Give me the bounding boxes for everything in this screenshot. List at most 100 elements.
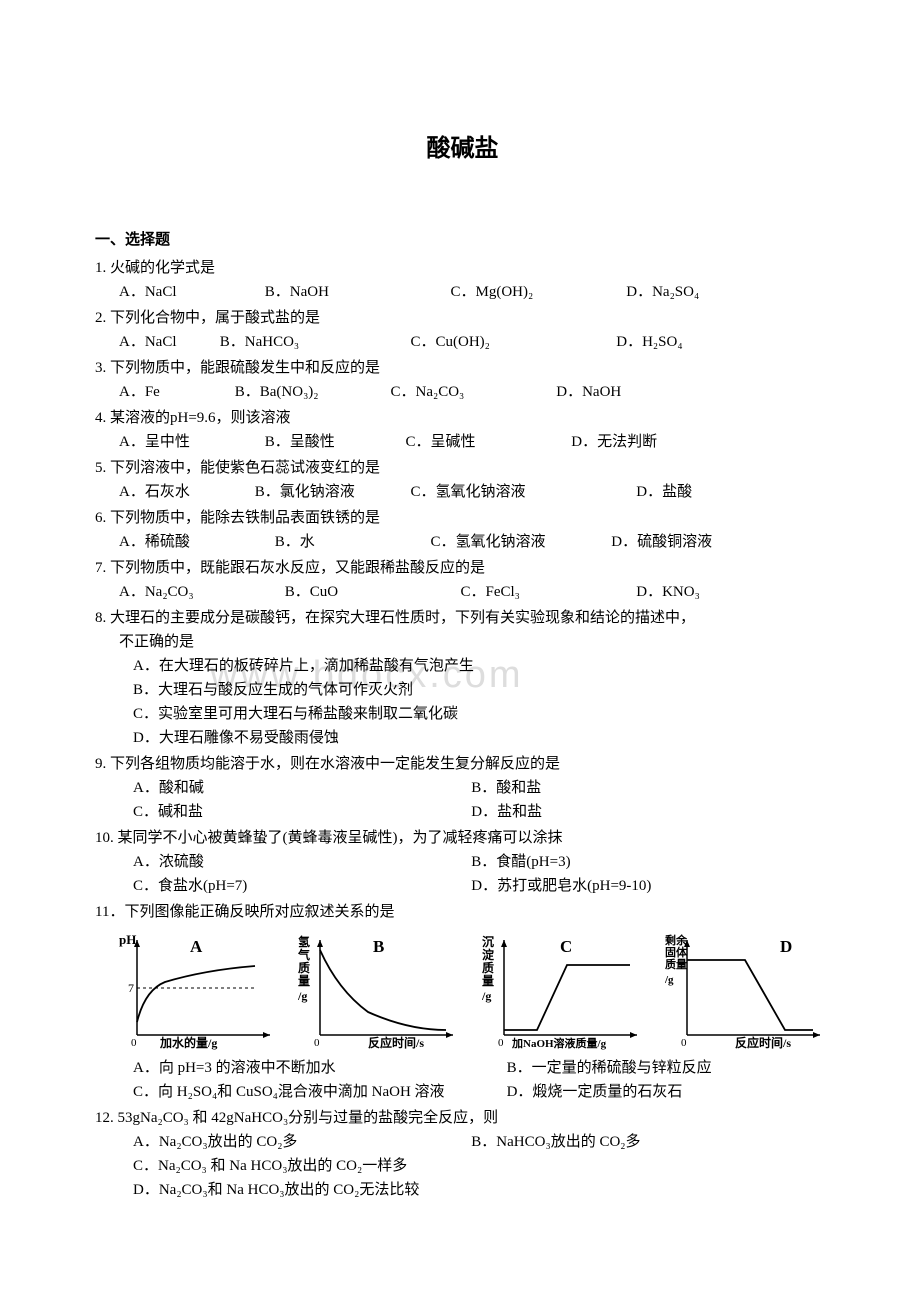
svg-text:氢: 氢 [298,934,310,949]
question-12: 12. 53gNa₂CO₃ 和 42gNaHCO₃分别与过量的盐酸完全反应，则 … [95,1106,830,1202]
options: A．NaCl B．NaHCO₃ C．Cu(OH)₂ D．H₂SO₄ [95,330,830,354]
option-c: C．食盐水(pH=7) [133,874,468,898]
chart-label: B [373,937,384,956]
question-text: 11．下列图像能正确反映所对应叙述关系的是 [95,900,830,924]
options: A．稀硫酸 B．水 C．氢氧化钠溶液 D．硫酸铜溶液 [95,530,830,554]
chart-b: 氢 气 质 量 /g B 0 反应时间/s [298,930,463,1050]
y-axis-label: pH [119,932,136,947]
origin: 0 [131,1037,137,1049]
question-text: 1. 火碱的化学式是 [95,256,830,280]
chart-label: C [560,937,572,956]
x-axis-label: 反应时间/s [735,1035,791,1050]
option-c: C．Mg(OH)₂ [451,280,611,304]
question-text: 7. 下列物质中，既能跟石灰水反应，又能跟稀盐酸反应的是 [95,556,830,580]
option-a: A．石灰水 [119,480,239,504]
option-a: A．Fe [119,380,219,404]
section-heading: 一、选择题 [95,228,830,252]
x-axis-label: 反应时间/s [368,1035,424,1050]
options: A．石灰水 B．氯化钠溶液 C．氢氧化钠溶液 D．盐酸 [95,480,830,504]
option-b: B．Ba(NO₃)₂ [235,380,375,404]
question-10: 10. 某同学不小心被黄蜂蛰了(黄蜂毒液呈碱性)，为了减轻疼痛可以涂抹 A．浓硫… [95,826,830,898]
question-text: 2. 下列化合物中，属于酸式盐的是 [95,306,830,330]
option-c: C．Cu(OH)₂ [411,330,601,354]
svg-text:气: 气 [298,947,310,962]
option-b: B．氯化钠溶液 [255,480,395,504]
question-3: 3. 下列物质中，能跟硫酸发生中和反应的是 A．Fe B．Ba(NO₃)₂ C．… [95,356,830,404]
option-b: B．水 [275,530,415,554]
question-1: 1. 火碱的化学式是 A．NaCl B．NaOH C．Mg(OH)₂ D．Na₂… [95,256,830,304]
curve [687,960,813,1030]
question-text: 3. 下列物质中，能跟硫酸发生中和反应的是 [95,356,830,380]
option-d: D．Na₂SO₄ [626,280,699,304]
svg-text:质: 质 [482,960,494,975]
svg-text:量: 量 [482,974,494,988]
option-d: D．盐酸 [636,480,692,504]
option-a: A．Na₂CO₃放出的 CO₂多 [133,1130,468,1154]
x-axis-label: 加NaOH溶液质量/g [511,1036,607,1050]
option-b: B．NaHCO₃ [220,330,395,354]
chart-c: 沉 淀 质 量 /g C 0 加NaOH溶液质量/g [482,930,647,1050]
option-b: B．NaHCO₃放出的 CO₂多 [471,1130,806,1154]
svg-text:固体: 固体 [665,945,688,959]
option-b: B．大理石与酸反应生成的气体可作灭火剂 [95,678,830,702]
question-text: 10. 某同学不小心被黄蜂蛰了(黄蜂毒液呈碱性)，为了减轻疼痛可以涂抹 [95,826,830,850]
option-d: D．Na₂CO₃和 Na HCO₃放出的 CO₂无法比较 [95,1178,830,1202]
question-text: 4. 某溶液的pH=9.6，则该溶液 [95,406,830,430]
x-axis-label: 加水的量/g [159,1035,217,1050]
option-a: A．Na₂CO₃ [119,580,269,604]
curve [137,966,255,1022]
option-d: D．硫酸铜溶液 [611,530,712,554]
chart-d: 剩余 固体 质量 /g D 0 反应时间/s [665,930,830,1050]
question-2: 2. 下列化合物中，属于酸式盐的是 A．NaCl B．NaHCO₃ C．Cu(O… [95,306,830,354]
question-8: 8. 大理石的主要成分是碳酸钙，在探究大理石性质时，下列有关实验现象和结论的描述… [95,606,830,750]
chart-label: A [190,937,203,956]
options: A．NaCl B．NaOH C．Mg(OH)₂ D．Na₂SO₄ [95,280,830,304]
option-d: D．大理石雕像不易受酸雨侵蚀 [95,726,830,750]
option-a: A．呈中性 [119,430,249,454]
question-4: 4. 某溶液的pH=9.6，则该溶液 A．呈中性 B．呈酸性 C．呈碱性 D．无… [95,406,830,454]
svg-text:/g: /g [298,989,307,1003]
svg-text:淀: 淀 [482,947,495,962]
question-7: 7. 下列物质中，既能跟石灰水反应，又能跟稀盐酸反应的是 A．Na₂CO₃ B．… [95,556,830,604]
curve [504,965,630,1030]
option-c: C．向 H₂SO₄和 CuSO₄混合液中滴加 NaOH 溶液 [95,1080,507,1104]
options: A．浓硫酸 B．食醋(pH=3) [95,850,830,874]
option-b: B．酸和盐 [471,776,806,800]
option-b: B．NaOH [265,280,435,304]
option-a: A．在大理石的板砖碎片上，滴加稀盐酸有气泡产生 [95,654,830,678]
question-text: 8. 大理石的主要成分是碳酸钙，在探究大理石性质时，下列有关实验现象和结论的描述… [95,606,830,630]
chart-label: D [780,937,792,956]
option-d: D．苏打或肥皂水(pH=9-10) [471,874,806,898]
svg-text:质: 质 [298,960,310,975]
chart-a: pH 7 A 0 加水的量/g [115,930,280,1050]
svg-text:0: 0 [681,1037,687,1049]
option-c: C．氢氧化钠溶液 [411,480,621,504]
svg-text:/g: /g [665,974,674,986]
option-c: C．碱和盐 [133,800,468,824]
option-b: B．CuO [285,580,445,604]
document-content: 酸碱盐 一、选择题 1. 火碱的化学式是 A．NaCl B．NaOH C．Mg(… [95,130,830,1202]
option-c: C．Na₂CO₃ 和 Na HCO₃放出的 CO₂一样多 [95,1154,830,1178]
option-b: B．呈酸性 [265,430,390,454]
option-a: A．向 pH=3 的溶液中不断加水 [95,1056,507,1080]
question-5: 5. 下列溶液中，能使紫色石蕊试液变红的是 A．石灰水 B．氯化钠溶液 C．氢氧… [95,456,830,504]
option-c: C．Na₂CO₃ [391,380,541,404]
option-b: B．一定量的稀硫酸与锌粒反应 [507,1056,712,1080]
option-d: D．H₂SO₄ [616,330,682,354]
question-11: 11．下列图像能正确反映所对应叙述关系的是 pH 7 A 0 加水的量/g [95,900,830,1104]
options: A．向 pH=3 的溶液中不断加水 B．一定量的稀硫酸与锌粒反应 C．向 H₂S… [95,1056,830,1104]
option-d: D．盐和盐 [471,800,806,824]
option-c: C．呈碱性 [406,430,556,454]
charts-row: pH 7 A 0 加水的量/g 氢 气 质 [95,930,830,1050]
question-text: 12. 53gNa₂CO₃ 和 42gNaHCO₃分别与过量的盐酸完全反应，则 [95,1106,830,1130]
option-a: A．酸和碱 [133,776,468,800]
svg-text:0: 0 [498,1037,504,1049]
svg-text:质量: 质量 [665,957,687,971]
option-a: A．浓硫酸 [133,850,468,874]
options: A．Na₂CO₃放出的 CO₂多 B．NaHCO₃放出的 CO₂多 [95,1130,830,1154]
options: A．酸和碱 B．酸和盐 [95,776,830,800]
svg-text:量: 量 [298,974,310,988]
question-text: 6. 下列物质中，能除去铁制品表面铁锈的是 [95,506,830,530]
svg-text:0: 0 [314,1037,320,1049]
question-text: 5. 下列溶液中，能使紫色石蕊试液变红的是 [95,456,830,480]
